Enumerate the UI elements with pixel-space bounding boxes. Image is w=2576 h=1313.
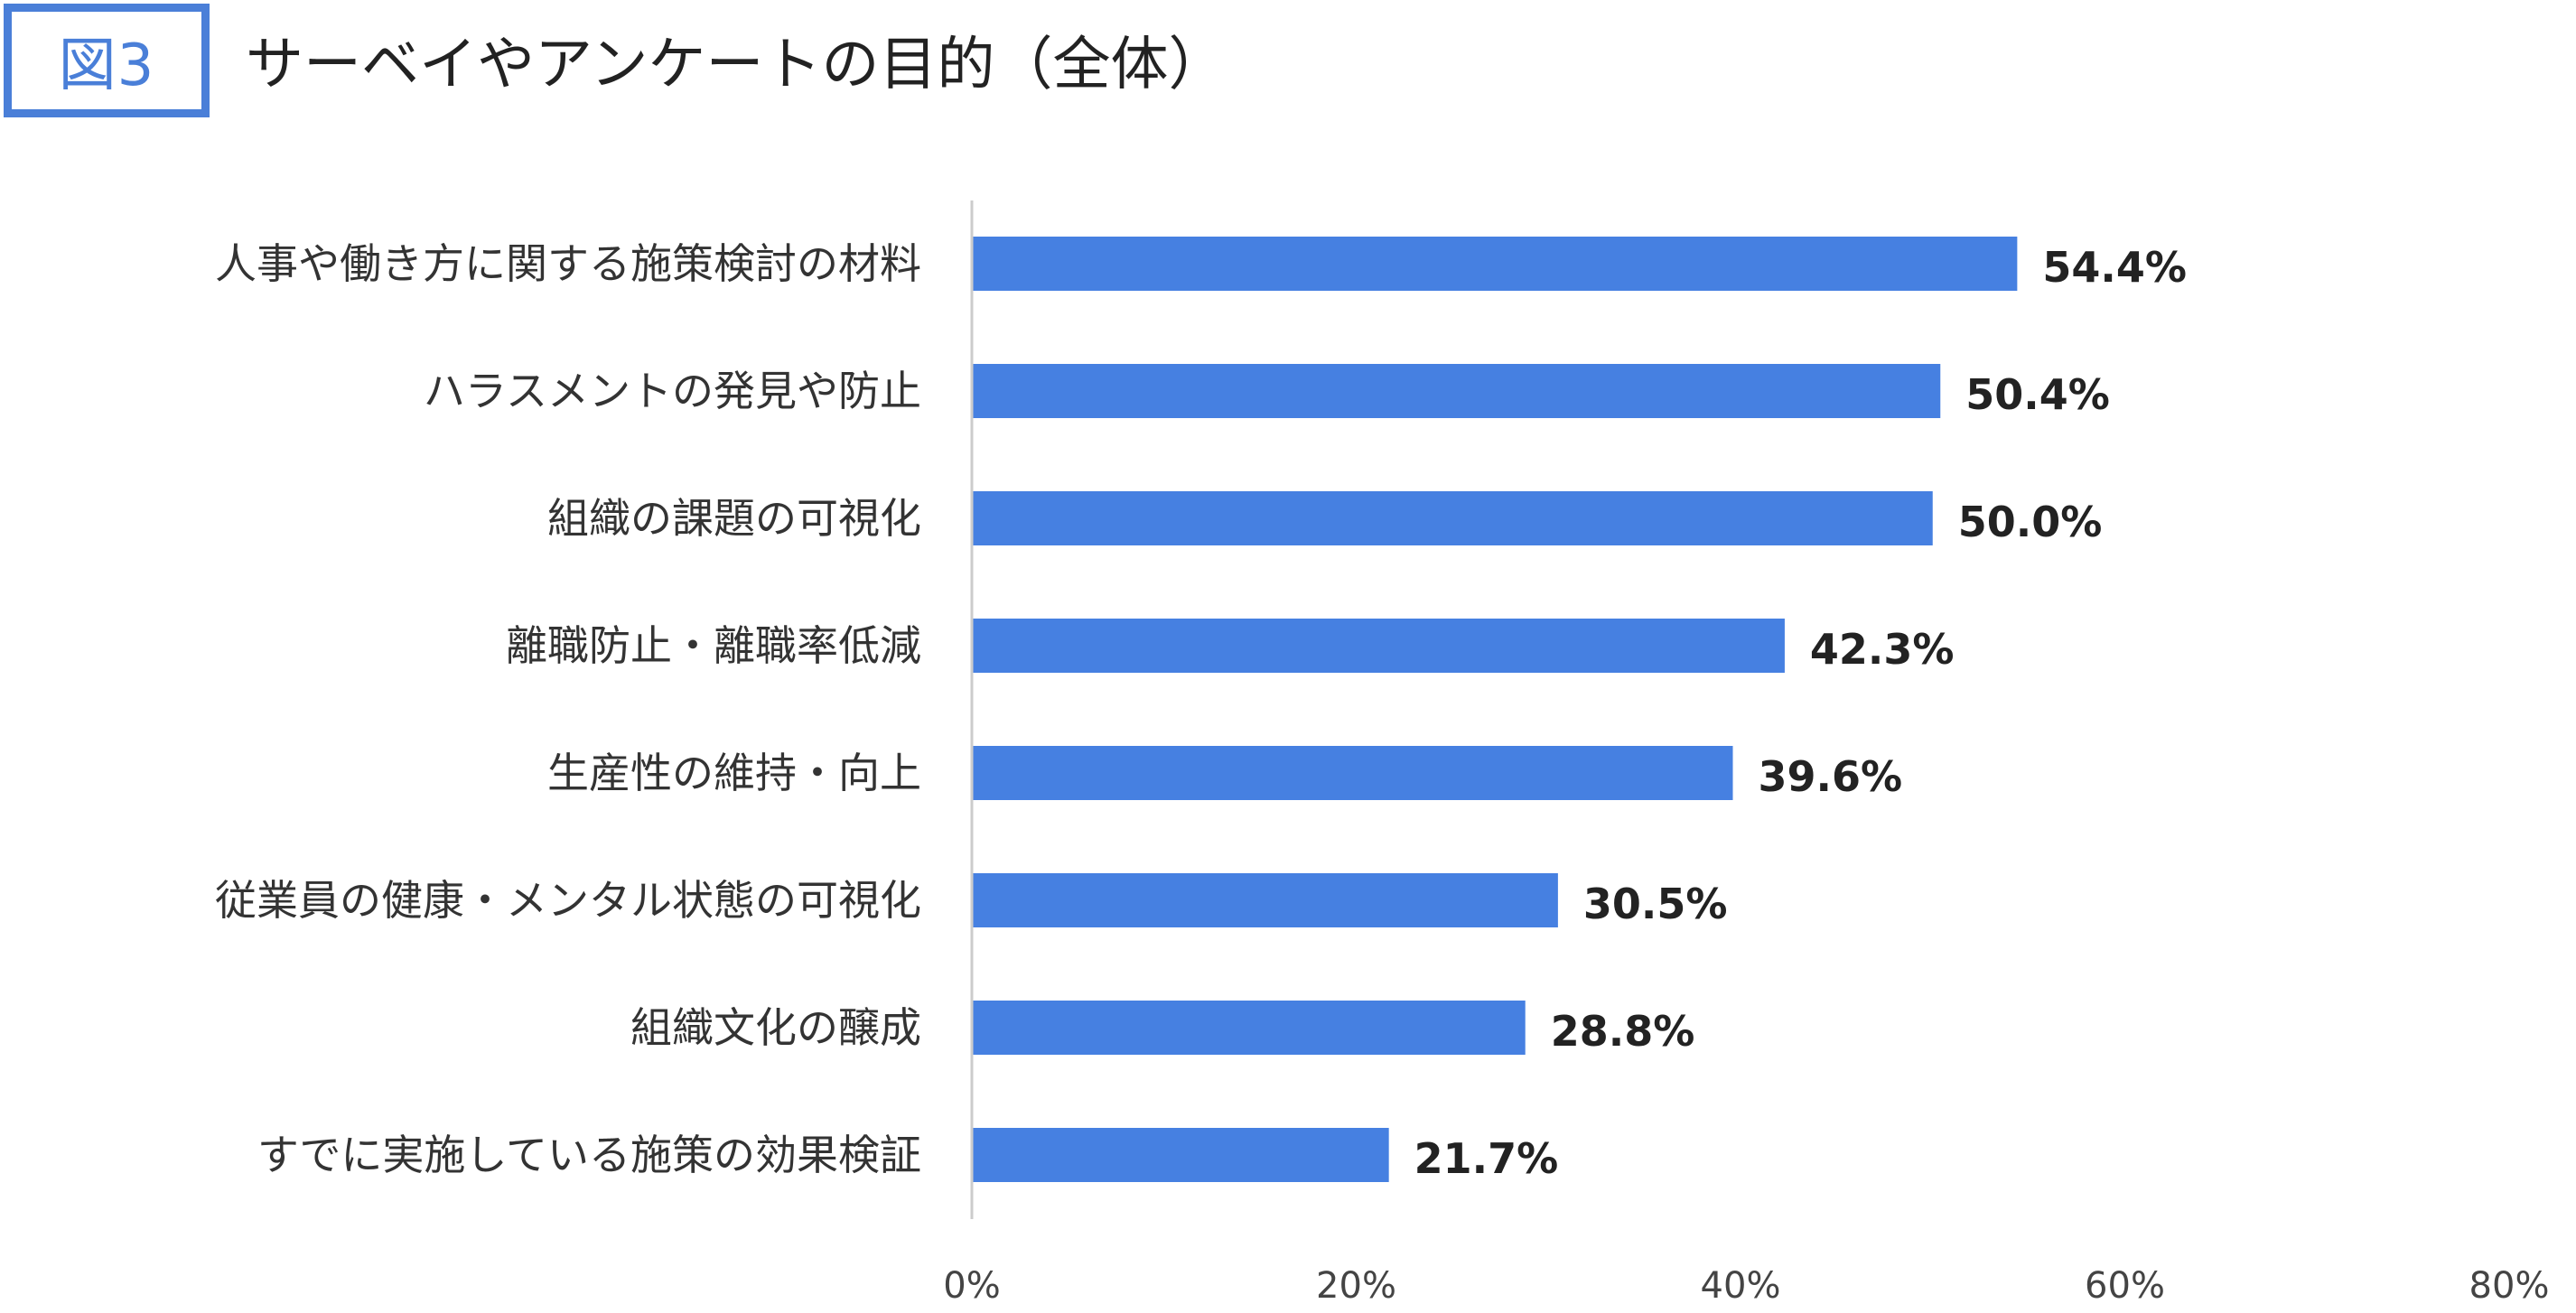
bar	[972, 491, 1933, 545]
value-label: 50.0%	[1958, 498, 2103, 546]
value-label: 54.4%	[2042, 243, 2187, 292]
x-tick-label: 80%	[2469, 1265, 2550, 1307]
category-label: すでに実施している施策の効果検証	[257, 1131, 921, 1179]
chart-title: サーベイやアンケートの目的（全体）	[246, 32, 1227, 98]
figure-badge: 図3	[4, 4, 210, 117]
bar	[972, 237, 2018, 291]
value-label: 50.4%	[1965, 370, 2110, 419]
bar	[972, 619, 1785, 673]
bar	[972, 364, 1941, 418]
category-label: 組織文化の醸成	[630, 1003, 921, 1052]
bars-layer	[972, 237, 2018, 1182]
category-label: 生産性の維持・向上	[547, 749, 921, 797]
x-tick-label: 60%	[2085, 1265, 2165, 1307]
category-labels: 人事や働き方に関する施策検討の材料ハラスメントの発見や防止組織の課題の可視化離職…	[215, 239, 921, 1179]
value-label: 30.5%	[1583, 880, 1728, 928]
value-label: 21.7%	[1414, 1134, 1559, 1183]
category-label: 離職防止・離職率低減	[506, 621, 921, 670]
figure-badge-label: 図3	[58, 33, 155, 99]
bar	[972, 1128, 1389, 1182]
value-label: 28.8%	[1551, 1007, 1695, 1056]
category-label: 従業員の健康・メンタル状態の可視化	[215, 876, 921, 925]
x-axis-tick-labels: 0% 20% 40% 60% 80%	[943, 1265, 2549, 1307]
category-label: ハラスメントの発見や防止	[424, 367, 921, 415]
bar	[972, 873, 1558, 927]
value-label: 39.6%	[1758, 752, 1902, 801]
category-label: 人事や働き方に関する施策検討の材料	[215, 239, 921, 288]
value-labels: 54.4% 50.4% 50.0% 42.3% 39.6% 30.5% 28.8% 21.7%	[1414, 243, 2187, 1183]
bar	[972, 1001, 1526, 1055]
x-tick-label: 40%	[1701, 1265, 1781, 1307]
category-label: 組織の課題の可視化	[547, 494, 921, 543]
x-tick-label: 20%	[1316, 1265, 1396, 1307]
value-label: 42.3%	[1810, 625, 1955, 674]
x-tick-label: 0%	[943, 1265, 1000, 1307]
bar	[972, 746, 1733, 800]
